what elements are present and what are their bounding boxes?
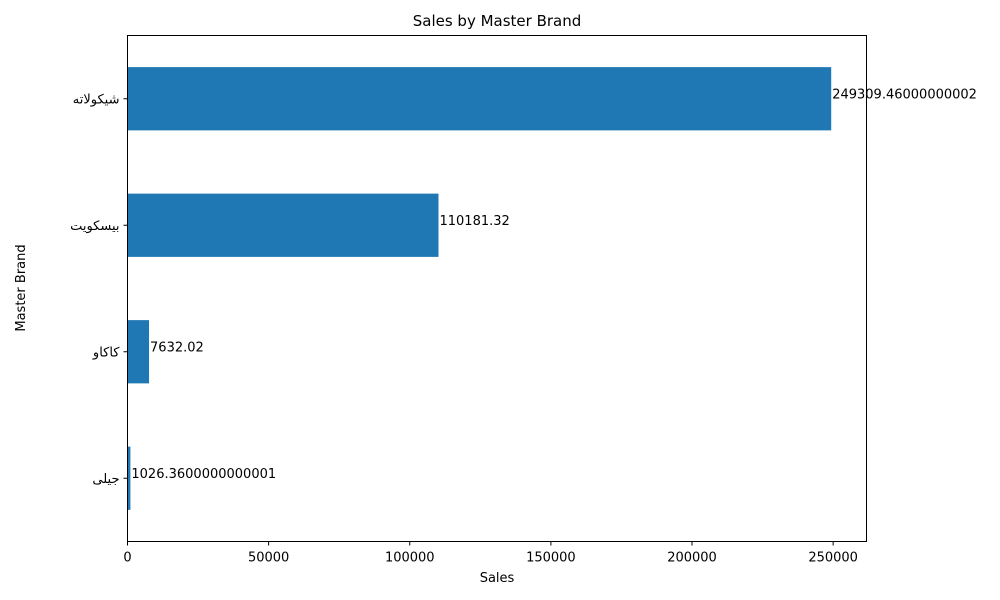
- data-label-1: 110181.32: [439, 214, 509, 229]
- data-label-2: 7632.02: [150, 340, 204, 355]
- bar-3: [127, 446, 131, 510]
- x-tick-label-1: 50000: [248, 551, 289, 566]
- bar-0: [127, 67, 832, 131]
- x-axis-label: Sales: [480, 571, 515, 586]
- x-tick-label-0: 0: [123, 551, 131, 566]
- x-tick-label-4: 200000: [667, 551, 717, 566]
- y-tick-label-2: كاكاو: [92, 345, 120, 360]
- data-labels-group: 249309.46000000002 110181.32 7632.02 1026.3…: [131, 87, 977, 482]
- y-axis-label: Master Brand: [14, 244, 29, 331]
- x-tick-label-5: 250000: [808, 551, 858, 566]
- y-tick-label-1: بيسكويت: [70, 219, 119, 234]
- data-label-3: 1026.3600000000001: [131, 467, 276, 482]
- plot-frame: [127, 35, 867, 542]
- bar-1: [127, 193, 439, 257]
- x-tick-label-2: 100000: [385, 551, 435, 566]
- x-tick-label-3: 150000: [526, 551, 576, 566]
- x-axis-ticks: 0 50000 100000 150000 200000 250000: [123, 541, 858, 566]
- y-axis-ticks: شيكولاته بيسكويت كاكاو جيلى: [70, 92, 128, 487]
- bars-group: [127, 67, 832, 510]
- y-tick-label-3: جيلى: [92, 472, 119, 487]
- y-tick-label-0: شيكولاته: [73, 92, 120, 107]
- data-label-0: 249309.46000000002: [832, 87, 977, 102]
- bar-2: [127, 320, 150, 384]
- chart-title: Sales by Master Brand: [413, 12, 582, 30]
